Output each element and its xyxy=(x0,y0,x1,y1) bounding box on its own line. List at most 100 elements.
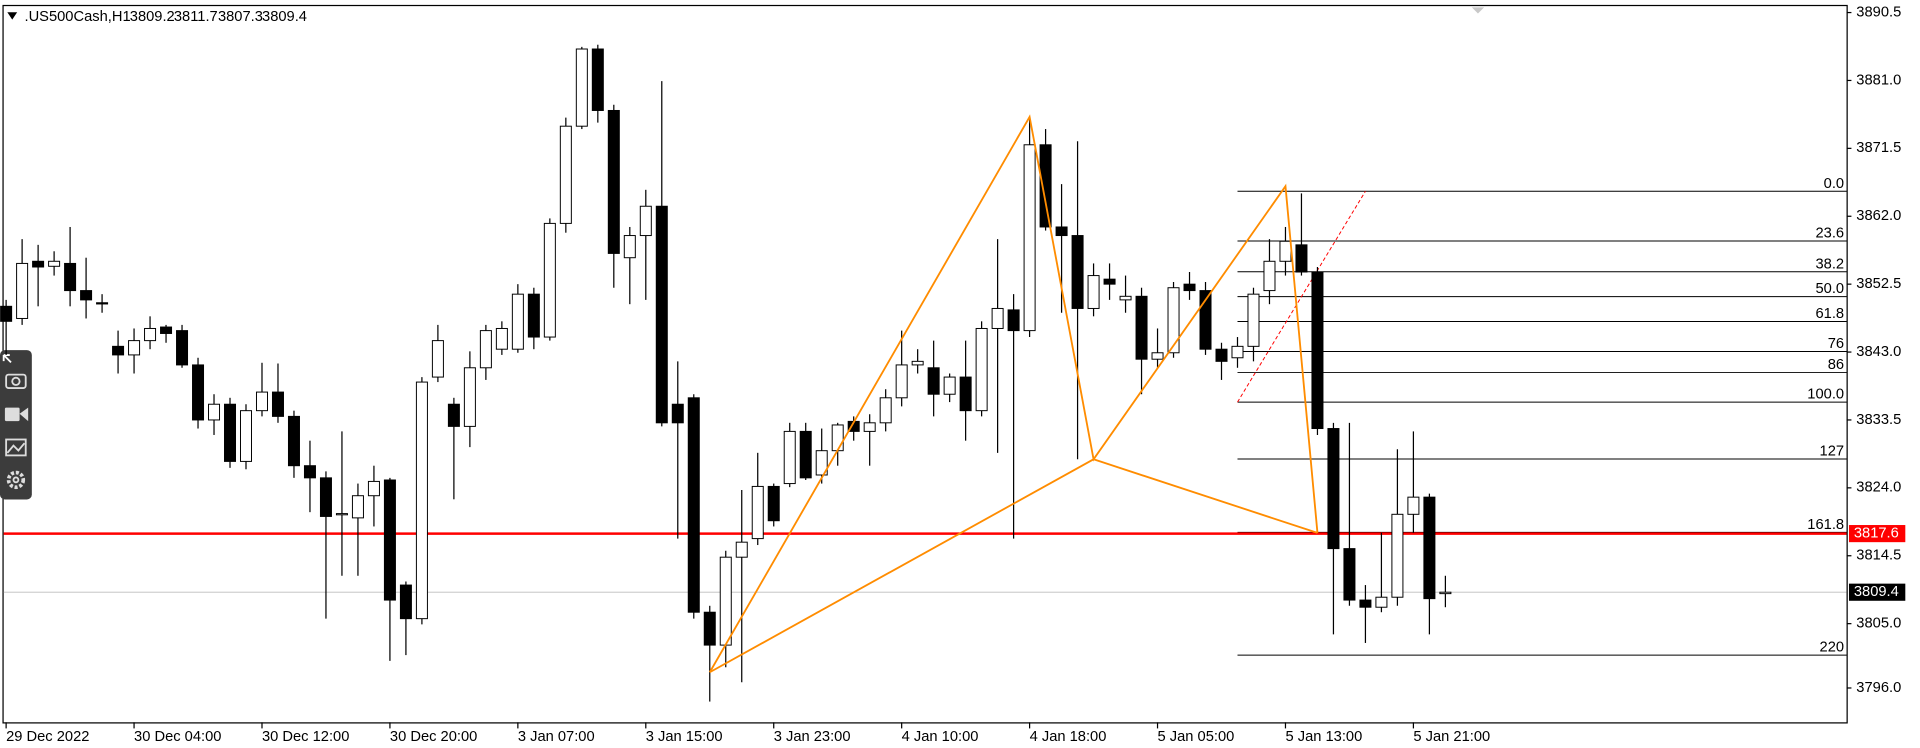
candle-body xyxy=(527,293,540,338)
candle-body xyxy=(96,302,109,305)
candle-body xyxy=(1039,144,1052,228)
x-tick-label: 4 Jan 18:00 xyxy=(1030,729,1107,745)
candle-body xyxy=(1263,260,1276,292)
fib-level-label: 61.8 xyxy=(1815,306,1844,322)
price-label-box xyxy=(1848,525,1906,543)
candle-body xyxy=(1439,591,1452,595)
candle-body xyxy=(1023,144,1036,332)
chart-title: .US500Cash,H1 xyxy=(24,9,130,25)
fib-level-label: 38.2 xyxy=(1815,256,1844,272)
x-tick-label: 3 Jan 07:00 xyxy=(518,729,595,745)
fib-level-label: 220 xyxy=(1820,640,1845,656)
candle-body xyxy=(1007,309,1020,332)
candle-body xyxy=(639,205,652,237)
candle-body xyxy=(607,109,620,254)
fib-level-label: 0.0 xyxy=(1824,176,1844,192)
x-tick-label: 29 Dec 2022 xyxy=(6,729,89,745)
candle-body xyxy=(1231,345,1244,359)
candle-body xyxy=(271,391,284,417)
candle-body xyxy=(335,513,348,516)
candle-body xyxy=(16,262,29,319)
candle-body xyxy=(224,403,237,462)
candle-body xyxy=(287,415,300,467)
fib-level-label: 161.8 xyxy=(1807,517,1844,533)
x-tick-label: 30 Dec 12:00 xyxy=(262,729,349,745)
y-tick-label: 3814.5 xyxy=(1856,548,1901,564)
candle-body xyxy=(399,584,412,620)
fib-level-label: 50.0 xyxy=(1815,281,1844,297)
candle-body xyxy=(879,397,892,424)
candle-body xyxy=(911,360,924,366)
candle-body xyxy=(943,376,956,395)
candle-body xyxy=(511,293,524,350)
x-tick-label: 5 Jan 13:00 xyxy=(1285,729,1362,745)
y-tick-label: 3796.0 xyxy=(1856,680,1901,696)
candle-body xyxy=(1087,275,1100,309)
candle-body xyxy=(239,410,252,462)
y-tick-label: 3843.0 xyxy=(1856,344,1901,360)
candle-body xyxy=(655,205,668,424)
candle-body xyxy=(48,260,61,267)
y-tick-label: 3833.5 xyxy=(1856,412,1901,428)
candle-body xyxy=(543,222,556,338)
y-tick-label: 3824.0 xyxy=(1856,480,1901,496)
x-tick-label: 3 Jan 23:00 xyxy=(774,729,851,745)
candle-body xyxy=(208,403,221,421)
scroll-marker[interactable] xyxy=(1471,7,1485,14)
price-label: 3817.6 xyxy=(1854,525,1899,541)
candle-body xyxy=(703,611,716,646)
candle-body xyxy=(431,340,444,378)
candle-body xyxy=(80,290,93,301)
y-tick-label: 3890.5 xyxy=(1856,4,1901,20)
pattern-base xyxy=(709,458,1318,674)
candle-body xyxy=(1119,295,1132,301)
candle-body xyxy=(0,305,13,322)
dropdown-arrow[interactable] xyxy=(7,12,18,20)
candle-body xyxy=(1215,348,1228,362)
toolbar-collapse[interactable] xyxy=(2,354,12,364)
candle-body xyxy=(1327,428,1340,550)
candle-body xyxy=(735,541,748,558)
gallery-button[interactable] xyxy=(5,438,27,457)
video-button[interactable] xyxy=(4,407,29,422)
candle-body xyxy=(112,345,125,356)
x-tick-label: 5 Jan 05:00 xyxy=(1158,729,1235,745)
price-label: 3809.4 xyxy=(1854,584,1899,600)
candle-body xyxy=(415,381,428,620)
x-tick-label: 5 Jan 21:00 xyxy=(1413,729,1490,745)
candle-body xyxy=(815,450,828,476)
candle-body xyxy=(575,48,588,127)
candle-body xyxy=(1295,244,1308,273)
candle-body xyxy=(767,485,780,522)
candle-body xyxy=(32,260,45,268)
candle-body xyxy=(176,330,189,366)
candle-body xyxy=(1071,235,1084,309)
candle-body xyxy=(687,397,700,613)
y-tick-label: 3871.5 xyxy=(1856,140,1901,156)
screenshot-button[interactable] xyxy=(5,373,27,389)
candle-body xyxy=(479,330,492,369)
candle-body xyxy=(671,403,684,424)
candle-body xyxy=(367,480,380,497)
candle-body xyxy=(975,327,988,412)
candle-body xyxy=(927,367,940,395)
x-tick-label: 30 Dec 20:00 xyxy=(390,729,477,745)
candle-body xyxy=(64,262,77,292)
x-tick-label: 4 Jan 10:00 xyxy=(902,729,979,745)
candle-body xyxy=(991,307,1004,329)
candle-body xyxy=(160,326,173,334)
candle-body xyxy=(1183,283,1196,292)
settings-button[interactable] xyxy=(6,470,26,490)
candle-body xyxy=(1247,293,1260,347)
candle-body xyxy=(895,364,908,399)
candle-body xyxy=(1135,295,1148,360)
candle-body xyxy=(351,495,364,519)
candle-body xyxy=(623,235,636,259)
candle-body xyxy=(1167,287,1180,354)
fib-level-label: 127 xyxy=(1820,444,1845,460)
candle-body xyxy=(1343,548,1356,601)
candle-body xyxy=(1199,290,1212,350)
header-low: 3807.3 xyxy=(218,9,263,25)
candle-body xyxy=(783,430,796,485)
